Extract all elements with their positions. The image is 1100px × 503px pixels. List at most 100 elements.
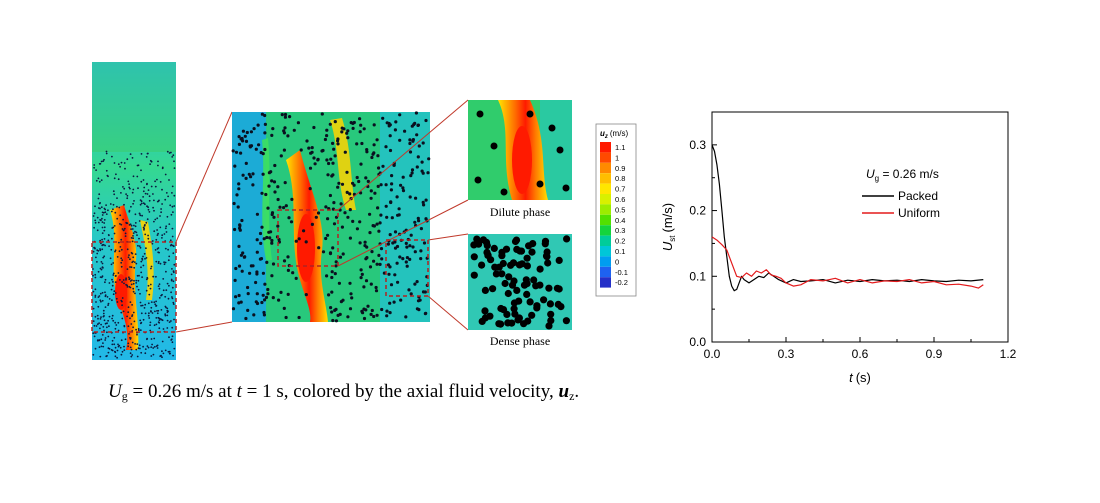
particle — [234, 266, 238, 271]
dilute-phase-inset — [468, 100, 572, 200]
particle — [254, 147, 258, 151]
particle — [157, 160, 159, 163]
particle — [127, 256, 130, 259]
colorbar-title: uz (m/s) — [600, 129, 628, 140]
particle — [104, 244, 106, 247]
particle — [148, 293, 151, 296]
particle — [340, 126, 344, 130]
particle — [123, 345, 125, 348]
particle — [404, 315, 408, 319]
colorbar-tick-label: 0.5 — [615, 205, 625, 214]
particle — [542, 252, 551, 260]
particle — [136, 274, 139, 277]
particle — [102, 256, 105, 259]
particle — [123, 187, 126, 190]
particle — [111, 284, 114, 287]
particle — [470, 241, 478, 249]
particle — [167, 248, 170, 251]
particle — [107, 304, 109, 306]
particle — [114, 292, 117, 294]
particle — [150, 185, 153, 188]
particle — [142, 196, 145, 198]
particle — [498, 270, 506, 278]
particle — [94, 296, 97, 298]
particle — [154, 218, 157, 221]
particle — [97, 177, 100, 180]
particle — [390, 182, 394, 186]
particle — [140, 180, 143, 183]
particle — [267, 230, 271, 234]
particle — [131, 191, 134, 194]
particle — [112, 281, 114, 283]
particle — [173, 347, 176, 350]
particle — [131, 228, 134, 230]
line-chart: 0.0 0.3 0.6 0.9 1.2 0.0 0.1 0.2 0.3 t (s) Ust(m/s… — [660, 111, 1017, 385]
particle — [145, 221, 148, 224]
particle — [283, 112, 288, 117]
particle — [168, 350, 171, 353]
particle — [237, 264, 242, 268]
particle — [132, 175, 135, 178]
particle — [137, 328, 140, 330]
particle — [142, 264, 145, 267]
particle — [157, 262, 160, 264]
particle — [172, 271, 175, 274]
particle — [165, 270, 167, 273]
particle — [153, 337, 156, 340]
particle — [234, 150, 239, 154]
particle — [95, 179, 98, 182]
legend-title: Ug = 0.26 m/s — [866, 167, 939, 183]
particle — [364, 279, 369, 283]
particle — [150, 355, 153, 357]
particle — [108, 298, 111, 300]
particle — [116, 217, 119, 220]
particle — [133, 266, 136, 269]
particle — [260, 300, 264, 305]
particle — [101, 248, 104, 251]
particle — [171, 185, 174, 188]
particle — [133, 200, 135, 202]
particle — [93, 226, 95, 229]
particle — [252, 127, 256, 131]
particle — [386, 242, 390, 246]
particle — [173, 160, 175, 163]
particle — [325, 128, 329, 132]
particle — [130, 355, 133, 358]
particle — [379, 247, 384, 251]
particle — [151, 312, 154, 314]
colorbar-swatch — [600, 246, 611, 257]
particle — [153, 220, 155, 223]
particle — [155, 260, 158, 263]
particle — [481, 286, 489, 294]
particle — [164, 349, 167, 352]
particle — [511, 310, 519, 318]
particle — [324, 236, 328, 241]
particle — [125, 222, 128, 225]
particle — [407, 288, 411, 292]
particle — [276, 197, 280, 202]
particle — [161, 188, 163, 191]
particle — [105, 150, 108, 153]
colorbar-tick-label: -0.1 — [615, 268, 628, 277]
particle — [100, 219, 102, 222]
particle — [497, 304, 505, 313]
particle — [130, 348, 133, 351]
particle — [112, 203, 115, 206]
particle — [129, 352, 132, 355]
particle — [346, 315, 350, 319]
particle — [130, 266, 133, 269]
particle — [341, 252, 345, 256]
particle — [146, 193, 149, 195]
particle — [366, 304, 370, 308]
particle — [138, 213, 141, 215]
particle — [153, 230, 156, 233]
particle — [378, 262, 382, 266]
particle — [140, 304, 143, 307]
particle — [263, 298, 267, 302]
particle — [114, 355, 117, 358]
particle — [115, 173, 117, 176]
particle — [243, 134, 247, 138]
particle — [336, 142, 340, 146]
particle — [130, 205, 132, 208]
colorbar-tick-label: 0.2 — [615, 237, 625, 246]
